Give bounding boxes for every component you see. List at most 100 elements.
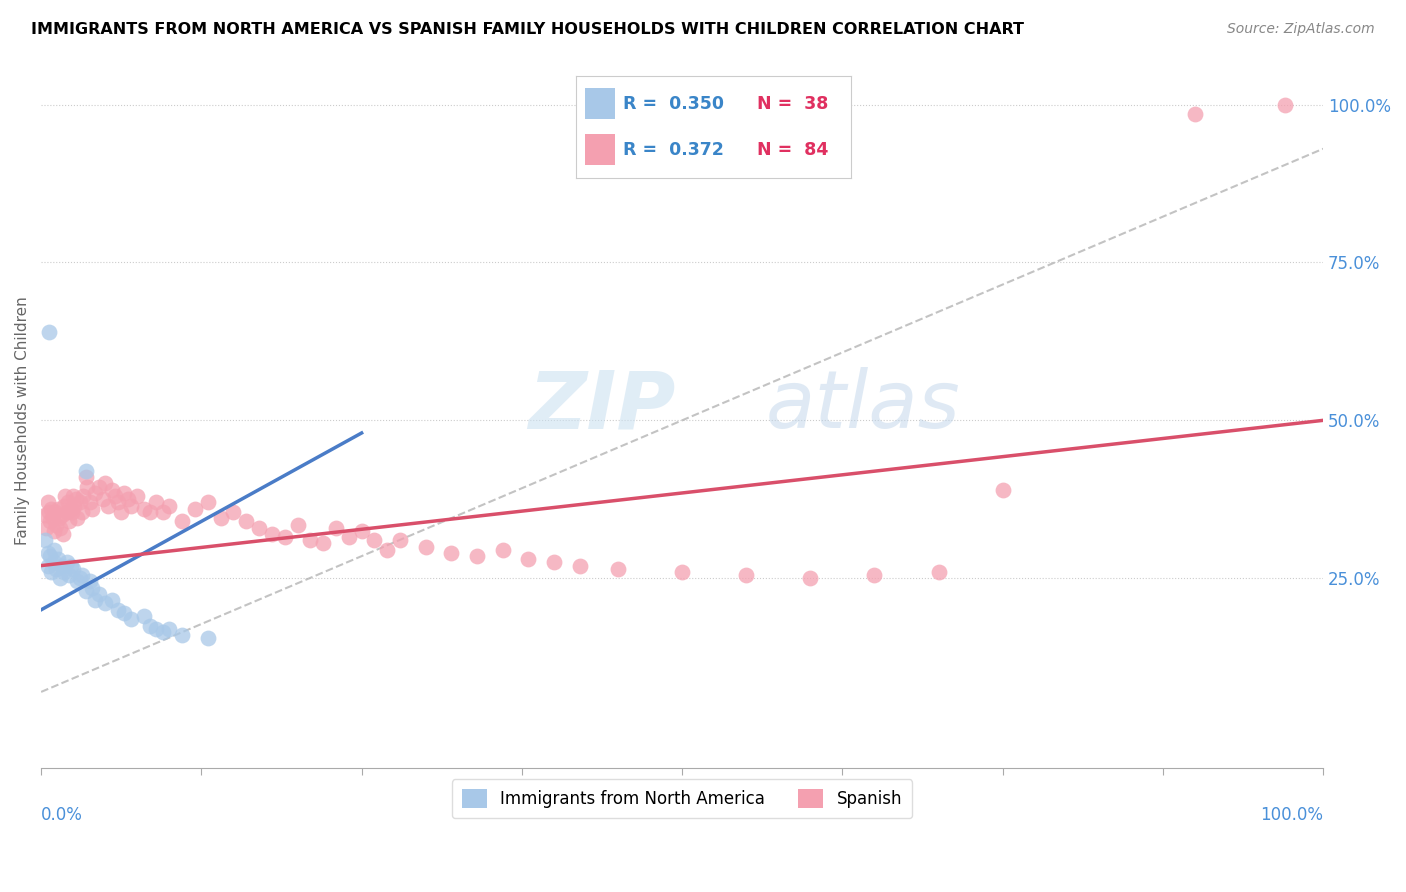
Point — [49, 571, 72, 585]
Point — [120, 612, 142, 626]
Point — [70, 568, 93, 582]
Text: Source: ZipAtlas.com: Source: ZipAtlas.com — [1227, 22, 1375, 37]
Text: atlas: atlas — [765, 368, 960, 445]
Point — [55, 556, 77, 570]
Text: 0.0%: 0.0% — [41, 805, 83, 824]
Point — [120, 499, 142, 513]
Point — [415, 540, 437, 554]
Point — [59, 501, 82, 516]
Text: N =  84: N = 84 — [758, 141, 828, 159]
Point — [97, 499, 120, 513]
Point — [41, 565, 63, 579]
Point — [51, 558, 73, 573]
Point — [66, 511, 89, 525]
Point — [465, 549, 488, 563]
Point — [76, 480, 98, 494]
Point — [37, 558, 59, 573]
Text: R =  0.372: R = 0.372 — [623, 141, 724, 159]
Point — [53, 499, 76, 513]
Point — [37, 495, 59, 509]
Y-axis label: Family Households with Children: Family Households with Children — [15, 296, 30, 545]
Text: N =  38: N = 38 — [758, 95, 828, 112]
Point — [56, 495, 79, 509]
Point — [863, 568, 886, 582]
Point — [127, 489, 149, 503]
Point — [491, 542, 513, 557]
Point — [82, 501, 104, 516]
Point — [49, 521, 72, 535]
Point — [55, 505, 77, 519]
Point — [350, 524, 373, 538]
Point — [114, 606, 136, 620]
Point — [132, 501, 155, 516]
Point — [45, 562, 67, 576]
Point — [139, 505, 162, 519]
Point — [184, 501, 207, 516]
Point — [72, 489, 94, 503]
Point — [735, 568, 758, 582]
Point — [104, 489, 127, 503]
Point — [94, 597, 117, 611]
Point — [70, 505, 93, 519]
Point — [1274, 97, 1296, 112]
Point — [517, 552, 540, 566]
Text: ZIP: ZIP — [529, 368, 676, 445]
Point — [75, 470, 97, 484]
Point — [247, 521, 270, 535]
Point — [63, 499, 86, 513]
Point — [172, 515, 194, 529]
Point — [197, 632, 219, 646]
Point — [1184, 107, 1206, 121]
Point — [41, 501, 63, 516]
Point — [145, 622, 167, 636]
Point — [139, 618, 162, 632]
Point — [157, 622, 180, 636]
Point — [172, 628, 194, 642]
Point — [287, 517, 309, 532]
Legend: Immigrants from North America, Spanish: Immigrants from North America, Spanish — [451, 780, 912, 819]
Point — [84, 593, 107, 607]
Point — [48, 511, 70, 525]
Bar — [585, 135, 614, 165]
Point — [52, 527, 75, 541]
Point — [42, 524, 65, 538]
Point — [107, 495, 129, 509]
Point — [235, 515, 257, 529]
Point — [197, 495, 219, 509]
Text: R =  0.350: R = 0.350 — [623, 95, 724, 112]
Point — [87, 480, 110, 494]
Point — [114, 486, 136, 500]
Point — [42, 556, 65, 570]
Point — [58, 568, 80, 582]
Point — [62, 489, 84, 503]
Point — [62, 562, 84, 576]
Point — [100, 483, 122, 497]
Point — [79, 495, 101, 509]
Point — [132, 609, 155, 624]
Point — [222, 505, 245, 519]
Point — [325, 521, 347, 535]
Point — [44, 505, 66, 519]
Point — [273, 530, 295, 544]
Point — [35, 521, 58, 535]
Point — [84, 486, 107, 500]
Point — [337, 530, 360, 544]
Point — [34, 533, 56, 548]
Point — [389, 533, 412, 548]
Point — [299, 533, 322, 548]
Point — [46, 501, 69, 516]
Point — [75, 583, 97, 598]
Point — [87, 587, 110, 601]
Point — [543, 556, 565, 570]
Point — [110, 505, 132, 519]
Point — [79, 574, 101, 589]
Point — [82, 581, 104, 595]
Point — [59, 558, 82, 573]
Point — [440, 546, 463, 560]
Point — [145, 495, 167, 509]
Point — [607, 562, 630, 576]
Point — [39, 549, 62, 563]
Point — [58, 515, 80, 529]
Point — [34, 508, 56, 522]
Point — [69, 571, 91, 585]
